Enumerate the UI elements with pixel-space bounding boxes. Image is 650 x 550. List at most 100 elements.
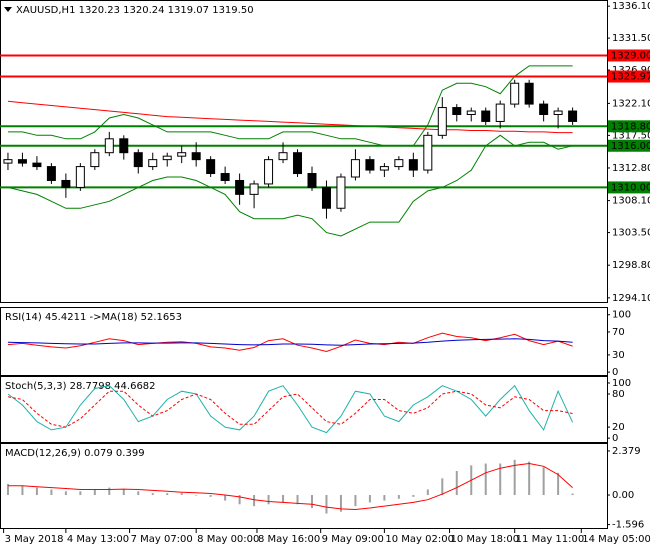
level-label-box	[608, 70, 650, 83]
indicator-line	[8, 65, 573, 147]
candle-body	[437, 107, 447, 136]
menu-icon	[4, 7, 12, 12]
y-tick-label: 1336.10	[612, 1, 650, 12]
histogram-bar	[238, 495, 241, 505]
histogram-bar	[209, 495, 212, 497]
candle-body	[104, 138, 114, 154]
histogram-bar	[137, 491, 140, 496]
histogram-bar	[180, 493, 183, 496]
histogram-bar	[296, 495, 299, 505]
histogram-bar	[267, 495, 270, 505]
histogram-bar	[557, 472, 560, 496]
candle-body	[408, 159, 418, 171]
panel-title: Stoch(5,3,3) 28.7798 44.6682	[5, 381, 156, 392]
candle-body	[148, 159, 158, 168]
panel-frame	[0, 376, 608, 443]
histogram-bar	[542, 467, 545, 496]
indicator-line	[7, 134, 573, 237]
level-label: 1325.97	[611, 72, 650, 83]
x-tick-label: 7 May 07:00	[131, 534, 193, 545]
histogram-bar	[108, 487, 111, 496]
candle-body	[90, 152, 100, 168]
panel-frame	[0, 0, 608, 303]
y-tick-label: 2.379	[612, 446, 641, 457]
y-tick-label: 80	[612, 389, 625, 400]
y-tick-label: 100	[612, 378, 631, 389]
level-label-box	[608, 120, 650, 133]
candle-body	[206, 159, 216, 175]
histogram-bar	[64, 491, 67, 496]
histogram-bar	[282, 495, 285, 503]
candle-body	[452, 107, 462, 116]
indicator-line	[7, 390, 573, 428]
x-tick-label: 9 May 09:00	[322, 534, 384, 545]
candle-body	[423, 134, 433, 171]
level-label: 1329.00	[611, 50, 650, 61]
candle-body	[3, 159, 13, 164]
histogram-bar	[325, 495, 328, 514]
candle-body	[162, 155, 172, 161]
candle-body	[481, 110, 491, 122]
histogram-bar	[195, 495, 198, 496]
indicator-line	[8, 462, 573, 511]
y-tick-label: 30	[612, 350, 625, 361]
candle-body	[307, 173, 317, 188]
candle-body	[568, 110, 578, 122]
histogram-bar	[166, 493, 169, 496]
candle-body	[466, 110, 476, 116]
level-label-box	[608, 49, 650, 62]
histogram-bar	[441, 478, 444, 496]
panel-title: RSI(14) 45.4211 ->MA(18) 52.1653	[5, 312, 182, 323]
histogram-bar	[426, 489, 429, 496]
candle-body	[495, 103, 505, 122]
candle-body	[249, 183, 259, 195]
x-tick-label: 10 May 18:00	[451, 534, 520, 545]
histogram-bar	[397, 495, 400, 499]
y-tick-label: 1312.80	[612, 163, 650, 174]
candle-body	[510, 82, 520, 105]
y-tick-label: 1331.50	[612, 33, 650, 44]
histogram-bar	[253, 495, 256, 507]
candle-body	[220, 173, 230, 181]
histogram-bar	[354, 495, 357, 507]
candle-body	[379, 166, 389, 171]
histogram-bar	[6, 483, 9, 496]
indicator-line	[7, 338, 573, 346]
histogram-bar	[50, 489, 53, 496]
histogram-bar	[151, 493, 154, 496]
y-tick-label: 0	[612, 367, 618, 378]
histogram-bar	[499, 463, 502, 496]
candle-body	[321, 186, 331, 209]
x-tick-label: 8 May 00:00	[197, 534, 259, 545]
panel-frame	[0, 307, 608, 376]
x-tick-label: 10 May 02:00	[385, 534, 454, 545]
indicator-line	[7, 100, 573, 134]
candle-body	[365, 159, 375, 171]
x-tick-label: 3 May 2018	[5, 534, 64, 545]
y-tick-label: 100	[612, 310, 631, 321]
candle-body	[17, 159, 27, 164]
histogram-bar	[571, 493, 574, 496]
y-tick-label: 1294.10	[612, 293, 650, 304]
y-tick-label: 1298.80	[612, 260, 650, 271]
x-tick-label: 11 May 11:00	[516, 534, 585, 545]
y-tick-label: 1322.10	[612, 98, 650, 109]
y-tick-label: 1308.10	[612, 196, 650, 207]
histogram-bar	[93, 489, 96, 496]
histogram-bar	[528, 461, 531, 496]
candle-body	[539, 103, 549, 116]
histogram-bar	[310, 495, 313, 508]
level-label-box	[608, 139, 650, 152]
histogram-bar	[122, 489, 125, 496]
candle-body	[235, 179, 245, 195]
y-tick-label: 70	[612, 327, 625, 338]
candle-body	[278, 152, 288, 161]
level-label: 1310.00	[611, 182, 650, 193]
candle-body	[119, 138, 129, 154]
histogram-bar	[339, 495, 342, 512]
histogram-bar	[79, 491, 82, 496]
candle-body	[394, 159, 404, 168]
candle-body	[46, 166, 56, 181]
